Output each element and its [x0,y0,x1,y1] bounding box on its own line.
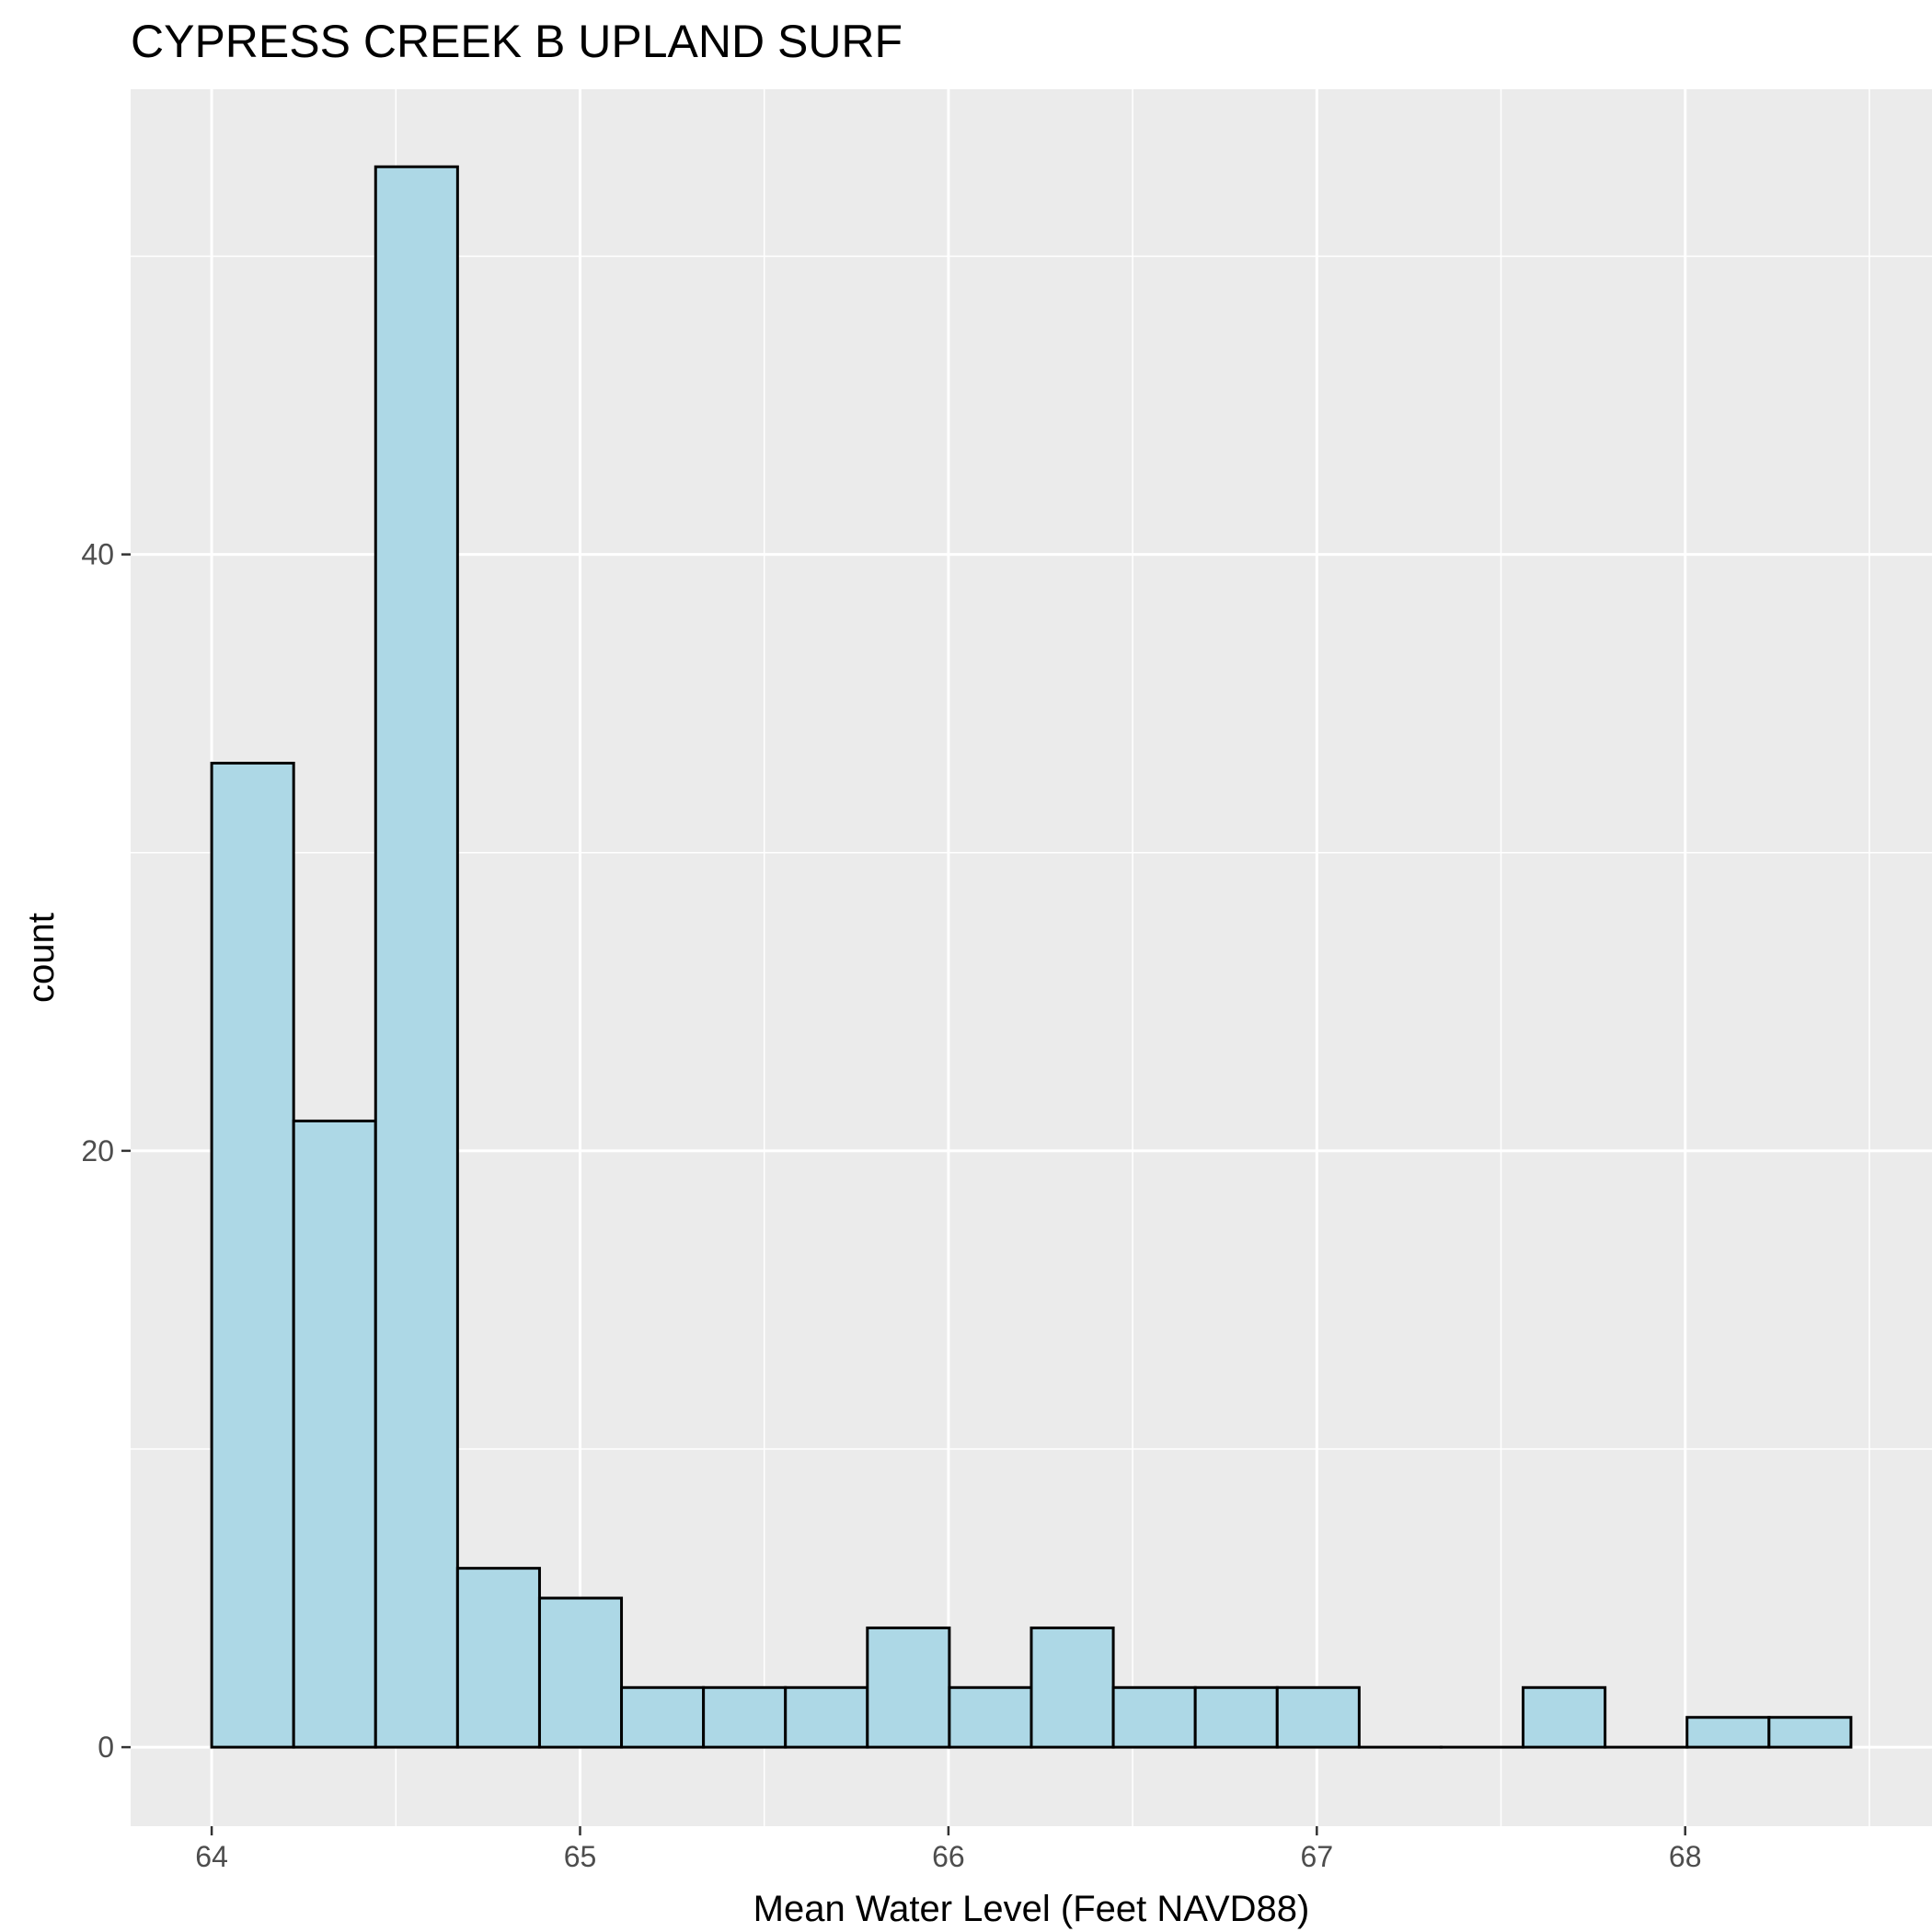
histogram-bars [210,165,1853,1749]
histogram-bar [620,1685,706,1749]
chart-title: CYPRESS CREEK B UPLAND SURF [131,16,903,67]
y-axis-title: count [21,913,62,1003]
y-tick-label: 0 [98,1731,114,1764]
histogram-bar [948,1685,1033,1749]
histogram-bar [1522,1685,1607,1749]
histogram-bar [455,1567,541,1749]
histogram-bar [1767,1716,1853,1749]
x-tick-label: 64 [195,1840,228,1873]
x-axis-ticks: 64 65 66 67 68 [195,1826,1702,1873]
x-tick-label: 68 [1669,1840,1702,1873]
y-tick-label: 20 [81,1134,114,1167]
histogram-bar [784,1685,869,1749]
y-tick-label: 40 [81,538,114,571]
x-axis-title: Mean Water Level (Feet NAVD88) [753,1889,1310,1929]
x-tick-label: 65 [564,1840,597,1873]
histogram-bar [866,1626,951,1749]
histogram-bar [1029,1626,1115,1749]
histogram-bar [1685,1716,1771,1749]
y-axis-ticks: 0 20 40 [81,538,131,1764]
histogram-bar [537,1596,624,1749]
x-tick-label: 67 [1301,1840,1334,1873]
histogram-bar [292,1119,377,1749]
x-tick-label: 66 [932,1840,965,1873]
histogram-bar [210,762,295,1749]
histogram-bar [374,165,459,1749]
histogram-bar [1111,1685,1197,1749]
histogram-bar [1275,1685,1361,1749]
histogram-bar [1193,1685,1279,1749]
histogram-bar [702,1685,788,1749]
